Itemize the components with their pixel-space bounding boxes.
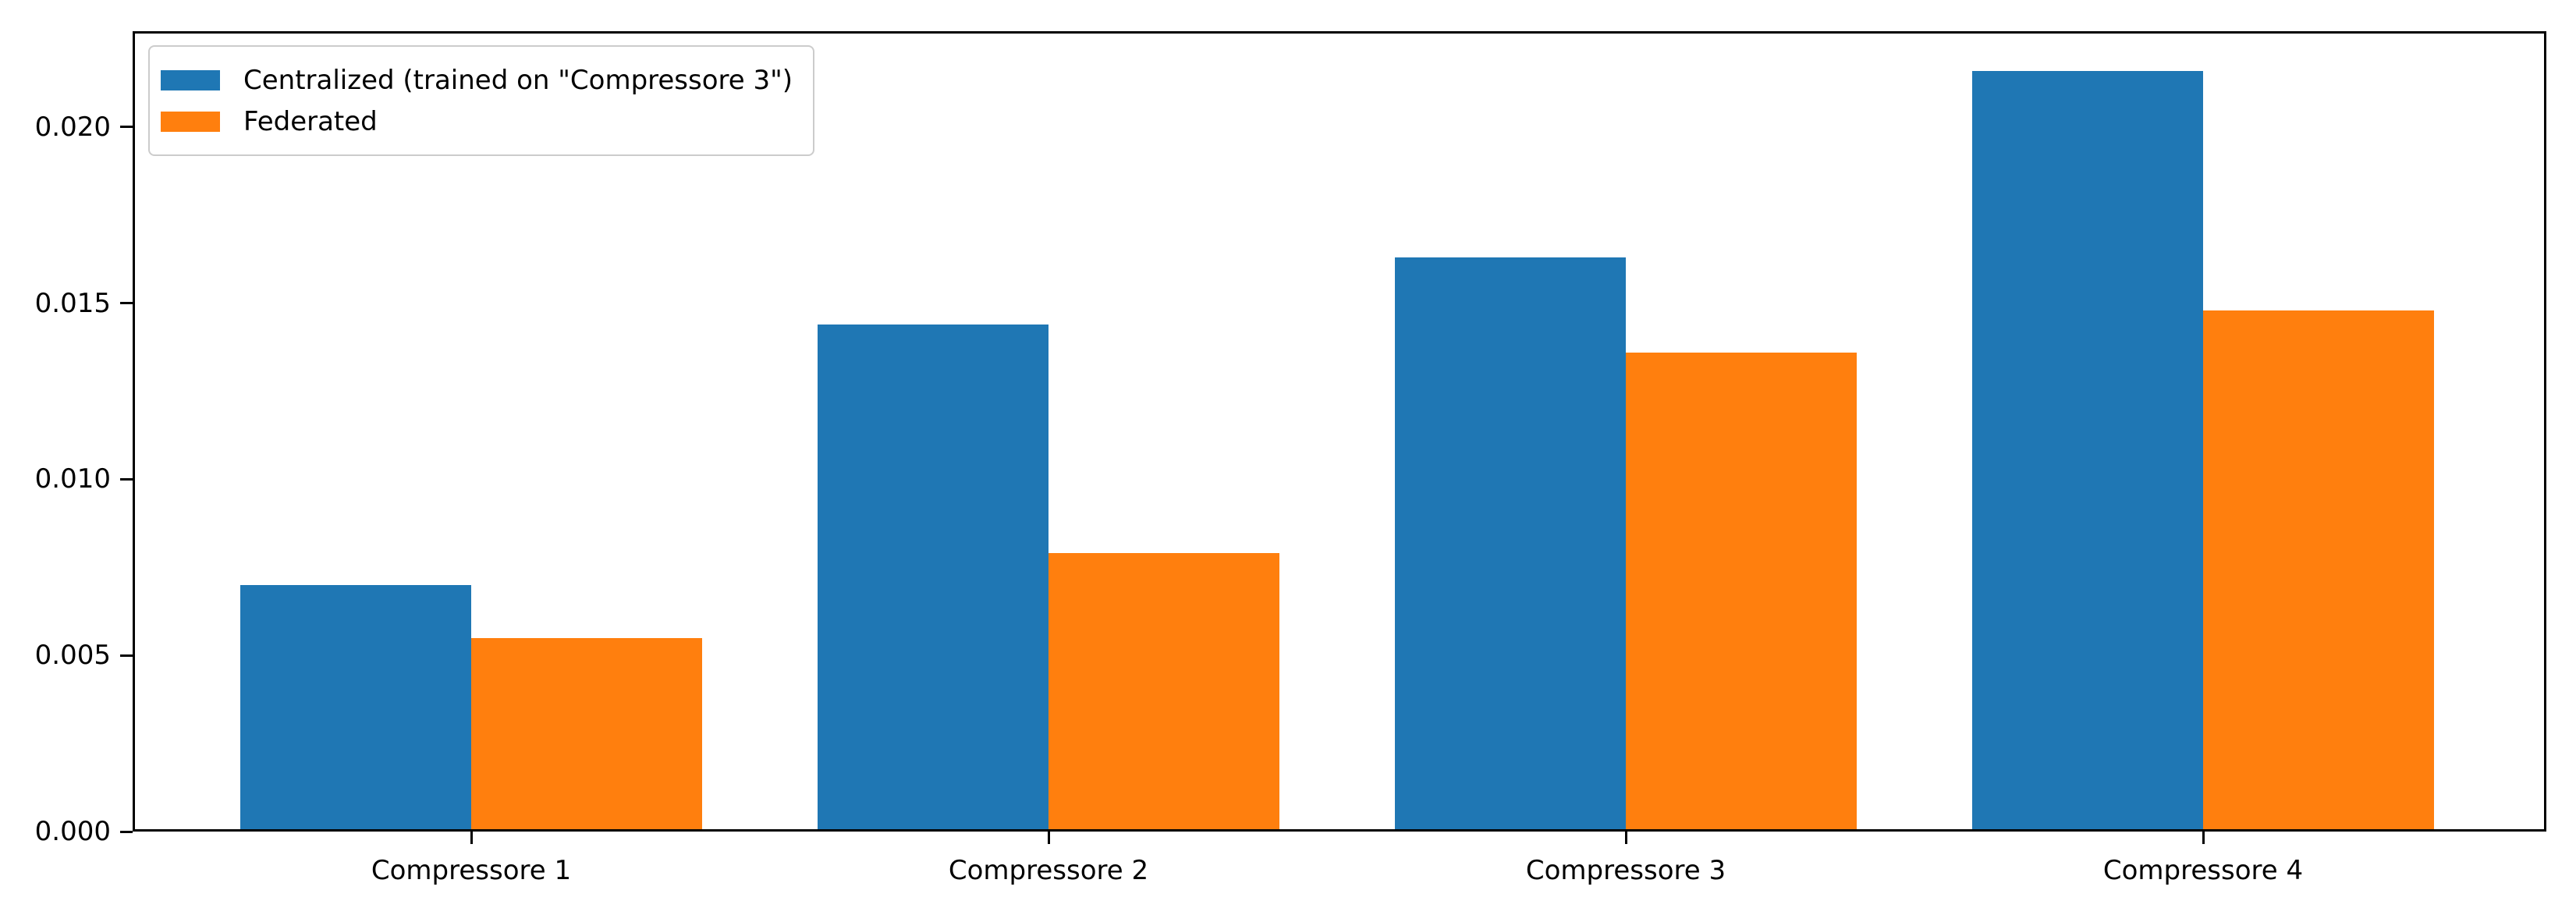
y-axis-tick-label: 0.020 — [34, 111, 111, 143]
x-axis-tick-mark — [1624, 832, 1627, 844]
legend-swatch-centralized-icon — [161, 69, 220, 90]
y-axis-tick-label: 0.015 — [34, 287, 111, 319]
x-axis-tick-mark — [470, 832, 473, 844]
bar-centralized-compressore-2 — [818, 325, 1048, 832]
x-axis-label-compressore-4: Compressore 4 — [2102, 855, 2304, 886]
legend-row-federated: Federated — [161, 101, 793, 142]
legend-swatch-federated-icon — [161, 111, 220, 132]
x-axis-label-compressore-3: Compressore 3 — [1525, 855, 1726, 886]
bar-federated-compressore-4 — [2203, 310, 2434, 832]
y-axis-tick-mark — [120, 126, 133, 129]
x-axis-label-compressore-1: Compressore 1 — [371, 855, 572, 886]
legend-label-federated: Federated — [243, 105, 378, 137]
legend: Centralized (trained on "Compressore 3")… — [148, 45, 815, 156]
y-axis-tick-label: 0.010 — [34, 463, 111, 495]
x-axis-tick-mark — [1047, 832, 1050, 844]
bar-federated-compressore-2 — [1048, 553, 1279, 832]
y-axis-tick-mark — [120, 830, 133, 833]
y-axis-tick-mark — [120, 477, 133, 481]
legend-row-centralized: Centralized (trained on "Compressore 3") — [161, 59, 793, 101]
y-axis-tick-mark — [120, 654, 133, 657]
y-axis-tick-label: 0.000 — [34, 816, 111, 847]
bar-centralized-compressore-4 — [1972, 71, 2203, 832]
bar-federated-compressore-3 — [1626, 353, 1857, 832]
legend-label-centralized: Centralized (trained on "Compressore 3") — [243, 64, 793, 96]
x-axis-label-compressore-2: Compressore 2 — [948, 855, 1149, 886]
y-axis-tick-label: 0.005 — [34, 640, 111, 672]
bar-centralized-compressore-1 — [240, 585, 471, 832]
x-axis-tick-mark — [2202, 832, 2205, 844]
bar-federated-compressore-1 — [471, 638, 702, 832]
bar-centralized-compressore-3 — [1395, 257, 1626, 832]
y-axis-tick-mark — [120, 302, 133, 305]
